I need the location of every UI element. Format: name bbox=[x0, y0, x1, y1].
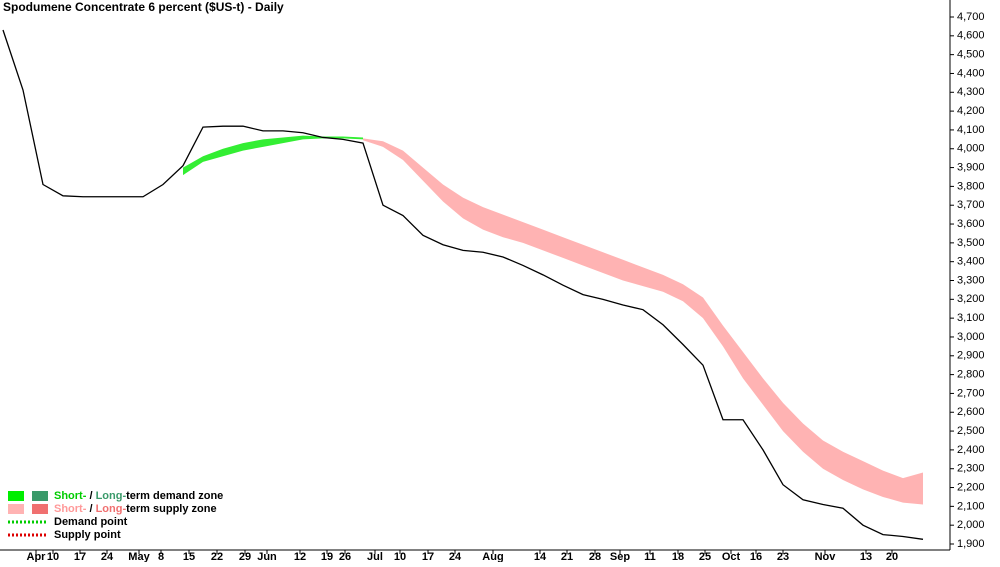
y-tick-label: 3,700 bbox=[957, 199, 985, 211]
legend-text-part: Long- bbox=[96, 503, 127, 515]
x-tick-label: 16 bbox=[750, 551, 762, 562]
y-tick-label: 3,400 bbox=[957, 256, 985, 268]
legend-text-part: Short- bbox=[54, 490, 87, 502]
zone-band bbox=[183, 135, 363, 176]
x-tick-label: Jul bbox=[367, 551, 383, 562]
y-tick-label: 3,000 bbox=[957, 331, 985, 343]
legend-label: Short- / Long-term supply zone bbox=[54, 503, 217, 515]
x-tick-label: 8 bbox=[158, 551, 164, 562]
legend-text-part: Supply point bbox=[54, 529, 121, 541]
legend-text-part: Short- bbox=[54, 503, 87, 515]
y-tick-label: 3,600 bbox=[957, 218, 985, 230]
legend-text-part: Long- bbox=[96, 490, 127, 502]
price-line bbox=[2, 29, 924, 540]
x-tick-label: 17 bbox=[74, 551, 86, 562]
chart-title: Spodumene Concentrate 6 percent ($US-t) … bbox=[3, 0, 284, 14]
y-tick-label: 4,500 bbox=[957, 49, 985, 61]
y-tick-label: 2,500 bbox=[957, 425, 985, 437]
legend-swatch bbox=[8, 491, 24, 501]
x-tick-label: 12 bbox=[294, 551, 306, 562]
x-tick-label: Aug bbox=[482, 551, 503, 562]
x-tick-label: 23 bbox=[777, 551, 789, 562]
x-tick-label: 10 bbox=[47, 551, 59, 562]
legend-text-part: Demand point bbox=[54, 516, 128, 528]
y-tick-label: 4,600 bbox=[957, 30, 985, 42]
x-tick-label: May bbox=[128, 551, 150, 562]
x-tick-label: 14 bbox=[534, 551, 547, 562]
y-tick-label: 2,400 bbox=[957, 444, 985, 456]
x-tick-label: 26 bbox=[339, 551, 351, 562]
y-tick-label: 2,800 bbox=[957, 369, 985, 381]
zone-band bbox=[363, 138, 923, 505]
x-tick-label: 21 bbox=[561, 551, 573, 562]
legend-swatch bbox=[32, 491, 48, 501]
x-tick-label: 15 bbox=[183, 551, 195, 562]
y-tick-label: 4,000 bbox=[957, 143, 985, 155]
y-tick-label: 3,900 bbox=[957, 161, 985, 173]
x-tick-label: 25 bbox=[699, 551, 711, 562]
legend-swatch bbox=[8, 504, 24, 514]
y-tick-label: 3,800 bbox=[957, 180, 985, 192]
y-tick-label: 2,900 bbox=[957, 350, 985, 362]
legend-swatch bbox=[32, 504, 48, 514]
x-tick-label: Jun bbox=[257, 551, 277, 562]
y-tick-label: 4,400 bbox=[957, 67, 985, 79]
x-tick-label: Oct bbox=[722, 551, 741, 562]
x-tick-label: 11 bbox=[644, 551, 656, 562]
legend-label: Supply point bbox=[54, 529, 121, 541]
y-tick-label: 4,700 bbox=[957, 11, 985, 23]
y-tick-label: 2,100 bbox=[957, 500, 985, 512]
x-tick-label: Nov bbox=[815, 551, 837, 562]
y-tick-label: 4,200 bbox=[957, 105, 985, 117]
x-tick-label: 18 bbox=[672, 551, 684, 562]
y-tick-label: 3,100 bbox=[957, 312, 985, 324]
y-tick-label: 2,000 bbox=[957, 519, 985, 531]
x-tick-label: 10 bbox=[394, 551, 406, 562]
x-tick-label: 13 bbox=[860, 551, 872, 562]
x-tick-label: 29 bbox=[239, 551, 251, 562]
legend-text-part: term supply zone bbox=[126, 503, 216, 515]
y-tick-label: 2,700 bbox=[957, 387, 985, 399]
x-tick-label: 17 bbox=[422, 551, 434, 562]
legend-label: Short- / Long-term demand zone bbox=[54, 490, 223, 502]
x-tick-label: 24 bbox=[101, 551, 114, 562]
x-tick-label: 19 bbox=[321, 551, 333, 562]
x-tick-label: Sep bbox=[610, 551, 630, 562]
legend-label: Demand point bbox=[54, 516, 128, 528]
y-tick-label: 2,300 bbox=[957, 463, 985, 475]
y-tick-label: 4,300 bbox=[957, 86, 985, 98]
legend-text-part: / bbox=[86, 503, 95, 515]
x-tick-label: 22 bbox=[211, 551, 223, 562]
x-tick-label: 28 bbox=[589, 551, 601, 562]
y-tick-label: 2,600 bbox=[957, 406, 985, 418]
y-tick-label: 4,100 bbox=[957, 124, 985, 136]
y-tick-label: 2,200 bbox=[957, 481, 985, 493]
x-tick-label: 24 bbox=[449, 551, 462, 562]
y-tick-label: 3,300 bbox=[957, 274, 985, 286]
x-tick-label: 20 bbox=[886, 551, 898, 562]
y-tick-label: 1,900 bbox=[957, 538, 985, 550]
x-tick-label: Apr bbox=[27, 551, 47, 562]
legend-text-part: / bbox=[86, 490, 95, 502]
y-tick-label: 3,200 bbox=[957, 293, 985, 305]
legend-text-part: term demand zone bbox=[126, 490, 223, 502]
y-tick-label: 3,500 bbox=[957, 237, 985, 249]
